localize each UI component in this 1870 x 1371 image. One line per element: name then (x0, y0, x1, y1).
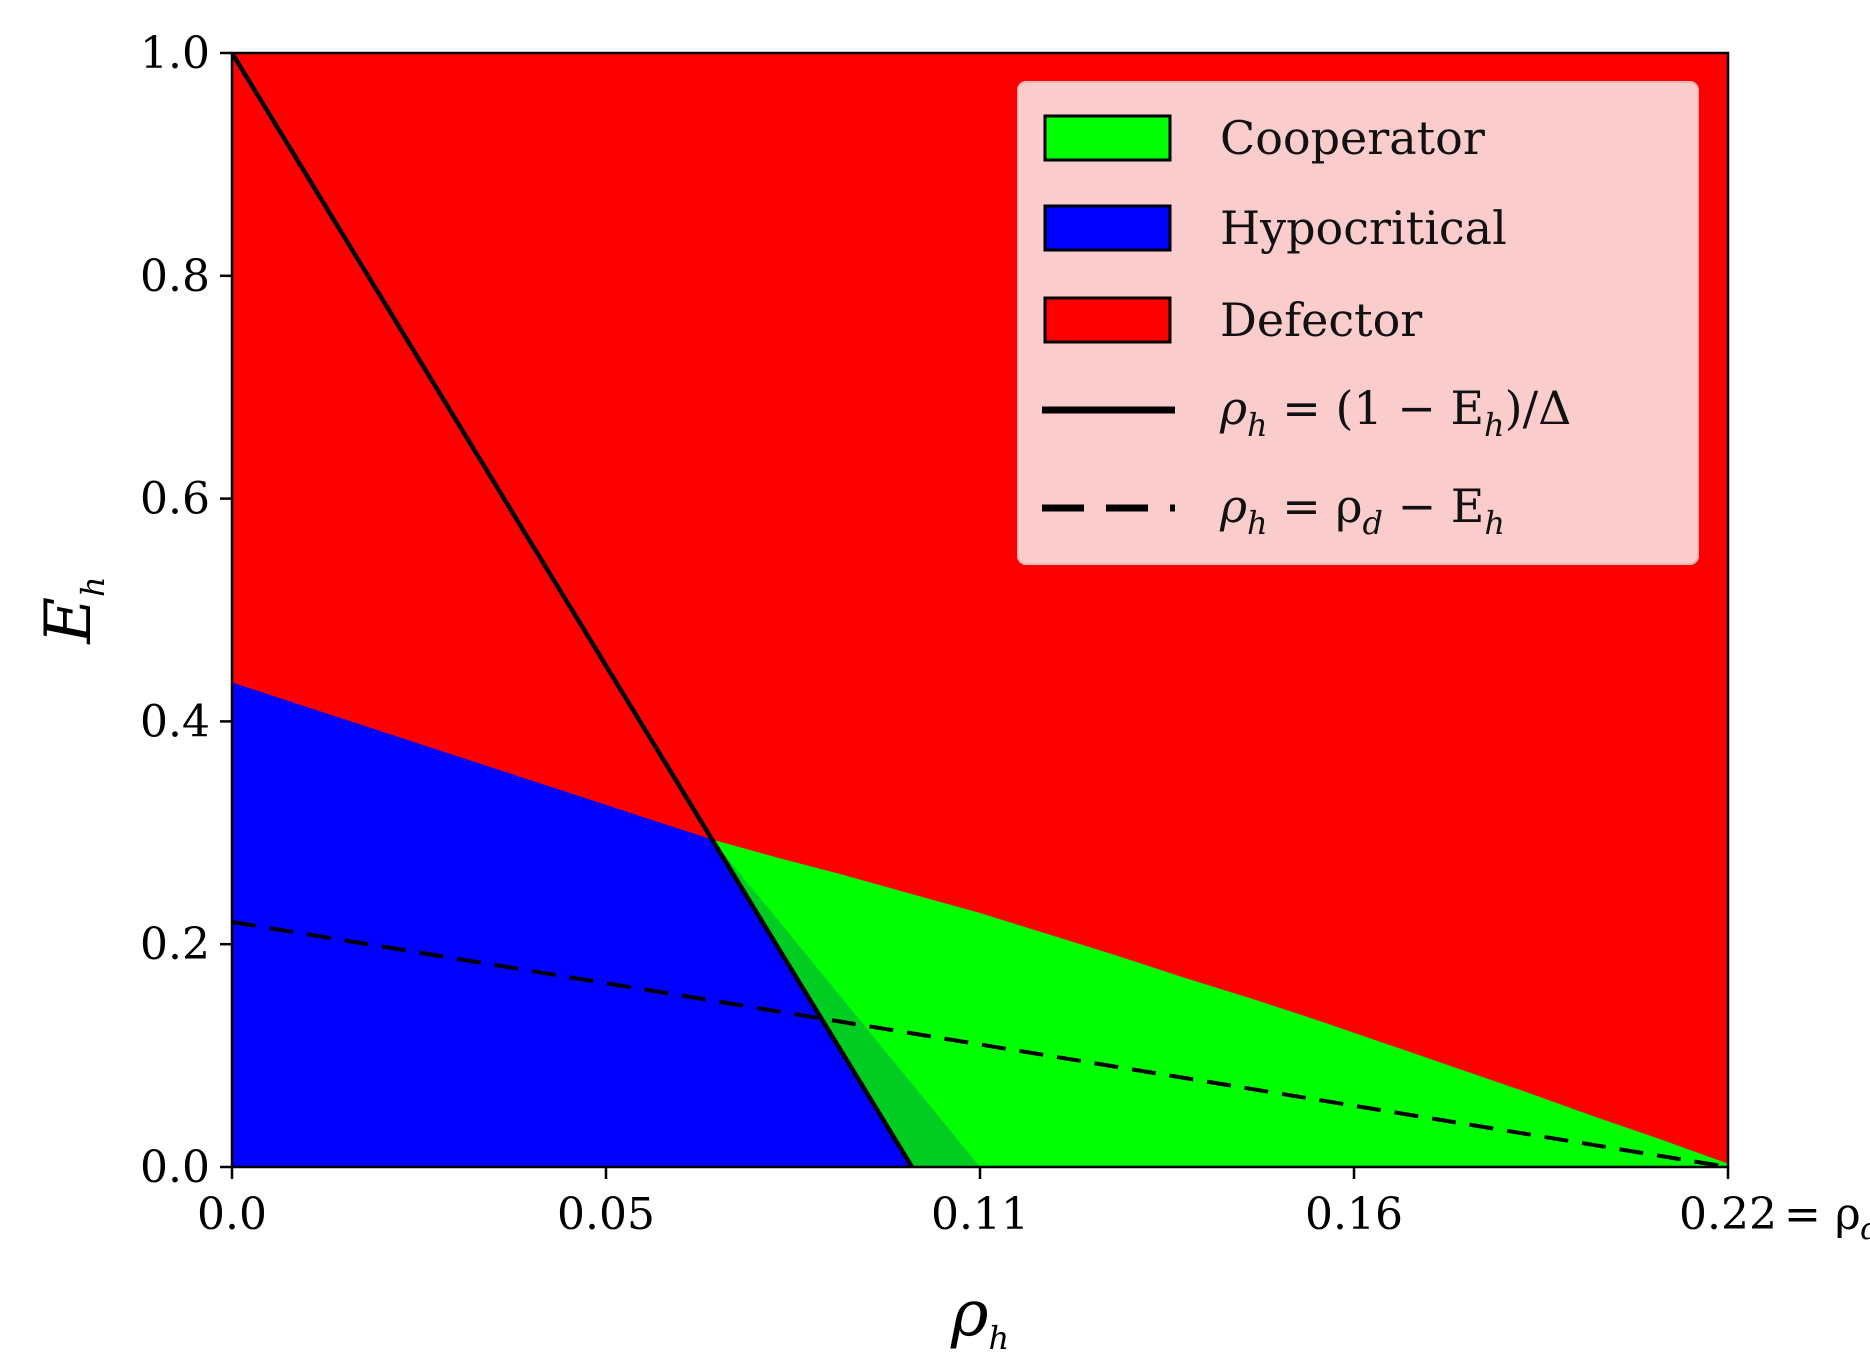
legend-label: Defector (1220, 293, 1422, 347)
boundary-line-solid (232, 53, 914, 1167)
x-tick-label: 0.0 (197, 1189, 267, 1240)
x-axis-title: ρh (950, 1277, 1009, 1357)
cooperator-region (712, 839, 1728, 1167)
x-tick-label: 0.05 (557, 1189, 655, 1240)
legend-swatch (1043, 204, 1172, 252)
y-tick-label: 0.2 (140, 919, 210, 970)
x-tick-suffix: = ρd (1784, 1189, 1870, 1247)
y-tick-label: 0.8 (140, 251, 210, 302)
legend-label: ρh = (1 − Eh)/Δ (1219, 381, 1571, 444)
legend-label: ρh = ρd − Eh (1219, 479, 1505, 542)
y-tick-label: 1.0 (140, 28, 210, 79)
legend-label: Cooperator (1220, 111, 1485, 165)
legend-swatch (1043, 296, 1172, 344)
x-tick-label: 0.16 (1305, 1189, 1403, 1240)
legend-item: Cooperator (1043, 111, 1485, 165)
boundary-line-dashed (232, 919, 1728, 1167)
legend-label: Hypocritical (1220, 201, 1507, 255)
legend-box (1017, 81, 1699, 565)
legend-item: Hypocritical (1043, 201, 1507, 255)
hypocritical-region (232, 682, 912, 1167)
x-tick-label: 0.11 (931, 1189, 1029, 1240)
y-tick-label: 0.0 (140, 1142, 210, 1193)
legend: Cooperator Hypocritical Defector ρh = (1 − … (1017, 81, 1699, 565)
legend-swatch (1043, 114, 1172, 162)
x-axis-ticks: 0.0 0.05 0.11 0.16 0.22 = ρd (197, 1167, 1870, 1247)
legend-item: ρh = ρd − Eh (1042, 479, 1505, 542)
y-axis-title: Eh (32, 576, 112, 644)
y-tick-label: 0.4 (140, 696, 210, 747)
transition-band (712, 839, 980, 1167)
legend-item: ρh = (1 − Eh)/Δ (1042, 381, 1571, 444)
legend-item: Defector (1043, 293, 1422, 347)
x-tick-label: 0.22 (1679, 1189, 1777, 1240)
y-tick-label: 0.6 (140, 474, 210, 525)
y-axis-ticks: 0.0 0.2 0.4 0.6 0.8 1.0 (140, 28, 232, 1193)
